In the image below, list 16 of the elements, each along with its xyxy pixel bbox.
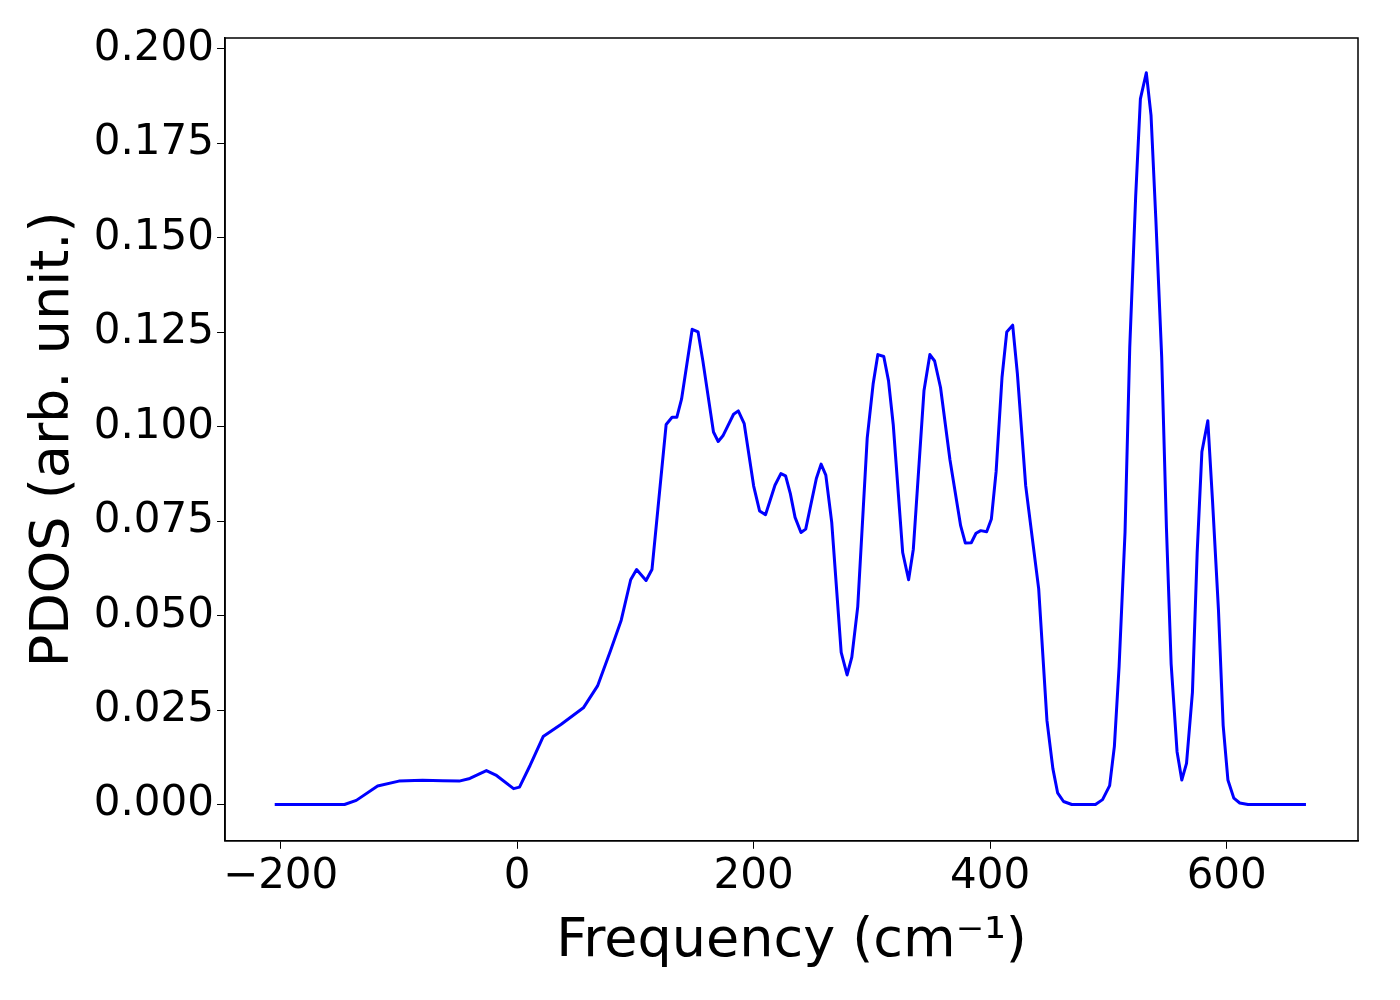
x-tick-label: 200 <box>713 848 794 898</box>
y-tick-label: 0.025 <box>93 681 215 731</box>
y-tick-label: 0.075 <box>93 493 215 543</box>
y-tick-label: 0.150 <box>93 209 215 259</box>
y-tick-label: 0.000 <box>93 776 215 826</box>
x-tick-label: 400 <box>950 848 1031 898</box>
y-tick-label: 0.050 <box>93 587 215 637</box>
y-tick-label: 0.100 <box>93 398 215 448</box>
y-tick-label: 0.175 <box>93 115 215 165</box>
x-tick-label: 0 <box>503 848 531 898</box>
y-tick-label: 0.125 <box>93 304 215 354</box>
y-axis-title: PDOS (arb. unit.) <box>18 211 82 668</box>
x-tick-label: −200 <box>222 848 339 898</box>
x-axis-title: Frequency (cm⁻¹) <box>556 905 1027 969</box>
x-tick-label: 600 <box>1186 848 1267 898</box>
y-tick-label: 0.200 <box>93 20 215 70</box>
